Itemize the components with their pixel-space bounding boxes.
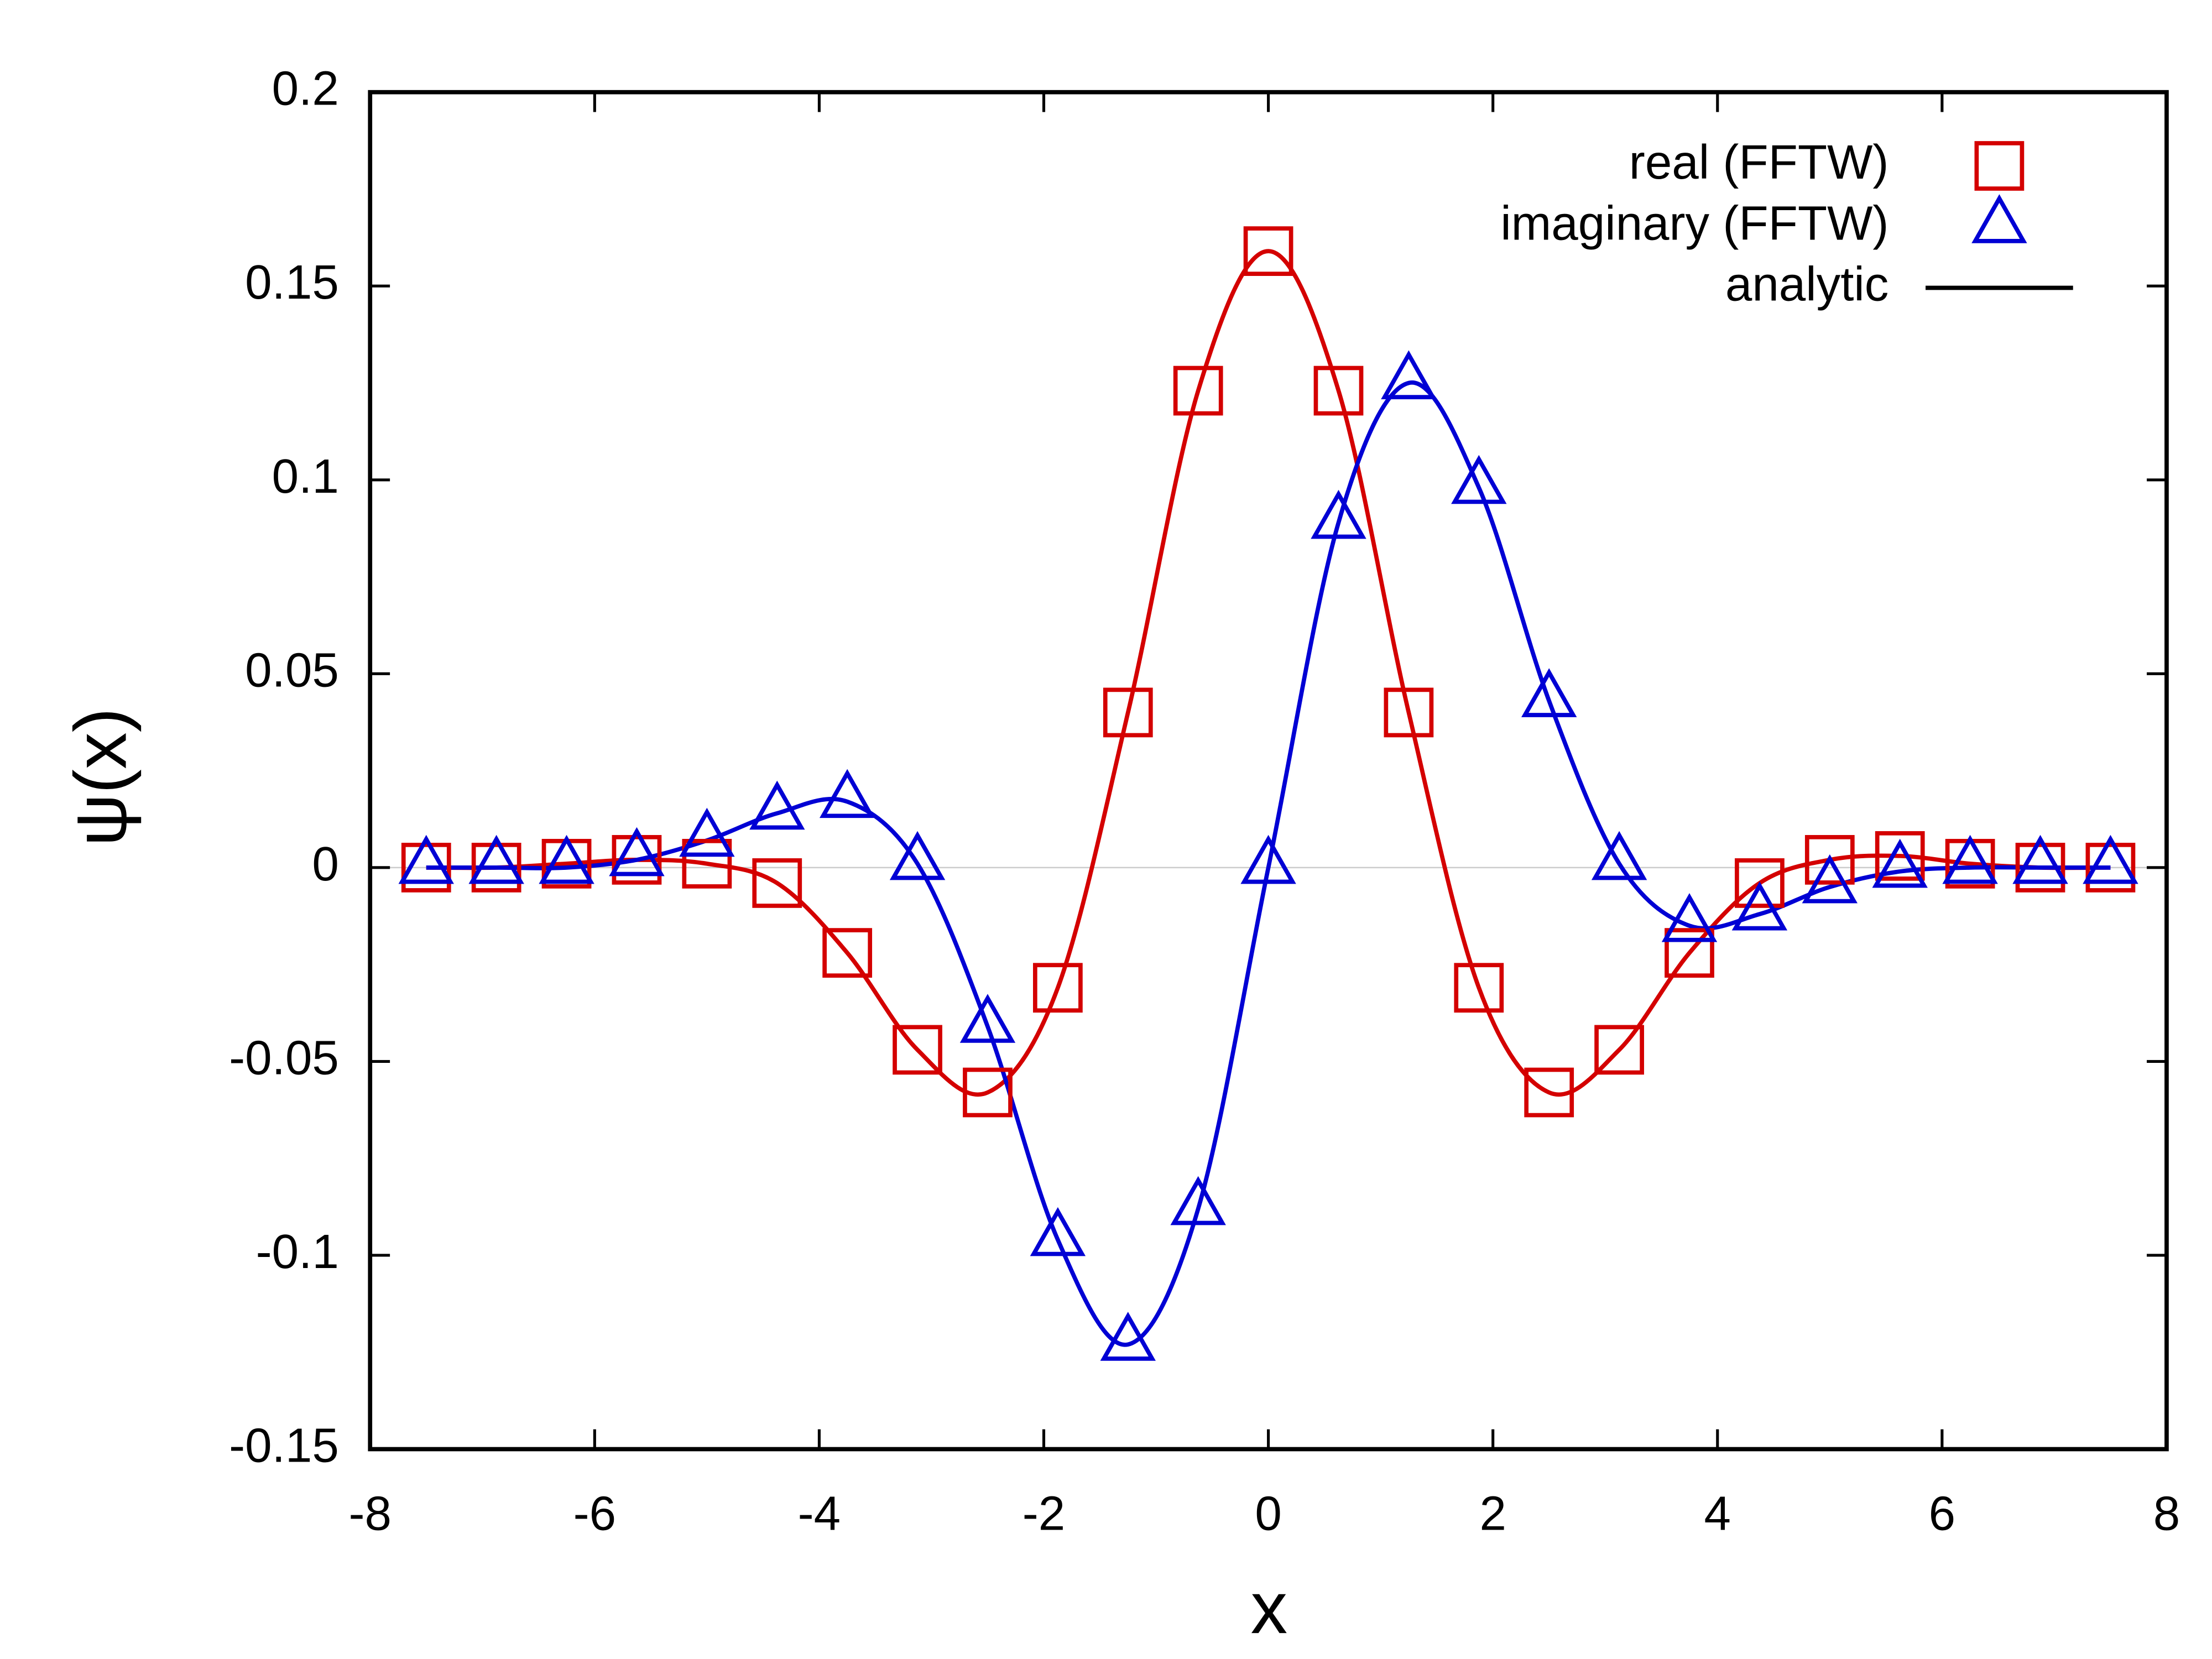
point	[1313, 366, 1364, 416]
plot-frame	[368, 90, 2169, 1452]
point	[1243, 226, 1293, 276]
x-tick-label: 2	[1479, 1487, 1506, 1541]
point	[1170, 1176, 1226, 1225]
point	[1875, 831, 1925, 881]
analytic-line	[426, 249, 2111, 1097]
legend-label: real (FFTW)	[1629, 135, 1889, 189]
x-tick-label: 6	[1929, 1487, 1955, 1541]
y-tick-label: 0	[312, 837, 338, 891]
point	[1872, 838, 1928, 888]
point	[1030, 1207, 1086, 1256]
point	[1100, 1312, 1156, 1361]
x-tick-label: -6	[573, 1487, 617, 1541]
point	[1033, 963, 1083, 1013]
point	[1594, 1025, 1644, 1075]
point	[612, 834, 662, 885]
point	[1661, 893, 1718, 942]
point	[1240, 834, 1296, 884]
point	[1384, 687, 1434, 738]
legend-label: imaginary (FFTW)	[1500, 196, 1888, 250]
point	[1591, 831, 1647, 880]
point	[1802, 854, 1858, 904]
y-tick-label: 0.2	[272, 62, 339, 116]
point	[1173, 366, 1223, 416]
y-tick-label: 0.1	[272, 450, 339, 503]
point	[1311, 489, 1366, 539]
y-tick-label: 0.15	[245, 255, 339, 309]
point	[963, 1067, 1013, 1118]
analytic-line	[426, 380, 2111, 1347]
point	[819, 769, 875, 818]
x-tick-label: -8	[348, 1487, 391, 1541]
point	[468, 834, 524, 884]
point	[1804, 834, 1855, 885]
point	[471, 842, 521, 893]
point	[959, 994, 1016, 1043]
point	[1103, 687, 1153, 738]
y-tick-label: 0.05	[245, 643, 339, 697]
point	[1665, 928, 1714, 978]
x-tick-label: 8	[2153, 1487, 2180, 1541]
y-tick-label: -0.05	[229, 1031, 339, 1084]
point	[2015, 842, 2065, 893]
point	[889, 831, 946, 880]
x-tick-label: 4	[1704, 1487, 1731, 1541]
point	[401, 842, 451, 893]
y-tick-label: -0.1	[256, 1225, 339, 1279]
point	[682, 838, 732, 889]
point	[609, 827, 665, 877]
point	[1524, 1067, 1574, 1118]
point	[749, 780, 805, 830]
point	[2083, 834, 2138, 884]
legend-swatch	[1974, 141, 2025, 191]
point	[679, 807, 735, 857]
point	[2012, 834, 2068, 884]
point	[398, 834, 454, 884]
point	[2085, 842, 2136, 893]
point	[1942, 834, 1998, 884]
x-axis-label: x	[1251, 1567, 1288, 1649]
point	[822, 928, 873, 978]
x-tick-label: 0	[1255, 1487, 1281, 1541]
x-tick-label: -2	[1022, 1487, 1066, 1541]
x-tick-label: -4	[798, 1487, 841, 1541]
point	[1381, 350, 1437, 399]
legend-swatch	[1971, 194, 2027, 243]
legend-label: analytic	[1725, 258, 1889, 311]
point	[752, 858, 802, 908]
point	[893, 1025, 942, 1075]
y-axis-label: ψ(x)	[60, 708, 142, 847]
point	[539, 834, 594, 884]
y-tick-label: -0.15	[229, 1419, 339, 1473]
point	[1454, 963, 1504, 1013]
point	[1735, 858, 1785, 908]
point	[1731, 881, 1788, 931]
point	[1451, 455, 1507, 504]
point	[1521, 668, 1577, 717]
